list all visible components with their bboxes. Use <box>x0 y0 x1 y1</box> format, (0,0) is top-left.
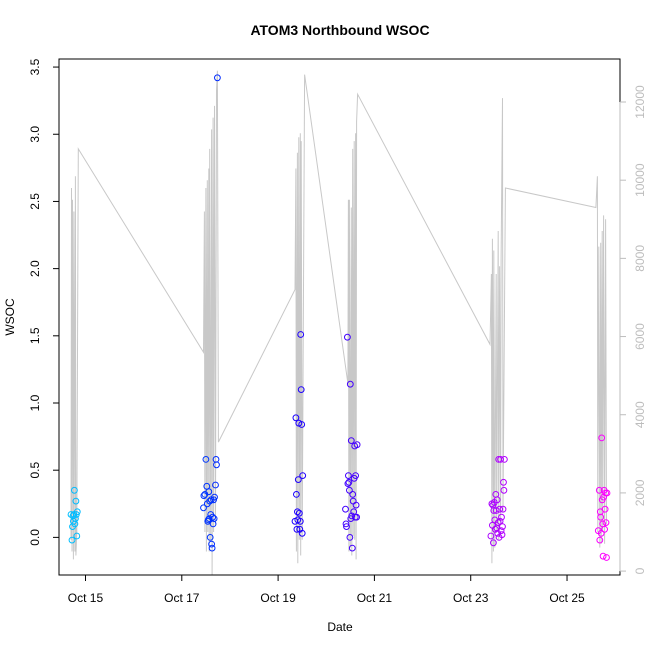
wsoc-point <box>501 487 507 493</box>
y-axis-label: WSOC <box>3 298 17 336</box>
x-tick-label: Oct 25 <box>549 591 585 605</box>
right-tick-label: 2000 <box>633 479 647 506</box>
wsoc-point <box>214 462 220 468</box>
left-tick-label: 0.0 <box>28 529 42 546</box>
secondary-trace-line <box>71 71 607 575</box>
right-y-axis: 0 2000 4000 6000 8000 10000 12000 <box>620 85 647 574</box>
wsoc-point <box>600 553 606 559</box>
left-tick-label: 1.5 <box>28 327 42 344</box>
x-tick-label: Oct 17 <box>164 591 200 605</box>
wsoc-point <box>604 555 610 561</box>
x-axis: Oct 15 Oct 17 Oct 19 Oct 21 Oct 23 Oct 25 <box>68 575 585 605</box>
wsoc-point <box>343 506 349 512</box>
x-tick-label: Oct 23 <box>453 591 489 605</box>
right-tick-label: 6000 <box>633 323 647 350</box>
plot-frame <box>59 59 620 575</box>
wsoc-chart: 0.0 0.5 1.0 1.5 2.0 2.5 3.0 3.5 0 2000 4000 6000 80… <box>0 0 650 650</box>
right-tick-label: 0 <box>633 567 647 574</box>
right-tick-label: 8000 <box>633 245 647 272</box>
x-tick-label: Oct 19 <box>260 591 296 605</box>
left-tick-label: 0.5 <box>28 462 42 479</box>
left-tick-label: 2.0 <box>28 260 42 277</box>
left-tick-label: 3.5 <box>28 58 42 75</box>
x-tick-label: Oct 21 <box>357 591 393 605</box>
left-y-axis: 0.0 0.5 1.0 1.5 2.0 2.5 3.0 3.5 <box>28 58 59 545</box>
x-axis-label: Date <box>327 620 353 634</box>
right-tick-label: 10000 <box>633 163 647 197</box>
secondary-trace-layer <box>71 71 607 575</box>
left-tick-label: 2.5 <box>28 193 42 210</box>
left-tick-label: 3.0 <box>28 126 42 143</box>
wsoc-point <box>502 457 508 463</box>
left-tick-label: 1.0 <box>28 394 42 411</box>
chart-title: ATOM3 Northbound WSOC <box>250 22 429 38</box>
right-tick-label: 4000 <box>633 401 647 428</box>
right-tick-label: 12000 <box>633 85 647 119</box>
x-tick-label: Oct 15 <box>68 591 104 605</box>
